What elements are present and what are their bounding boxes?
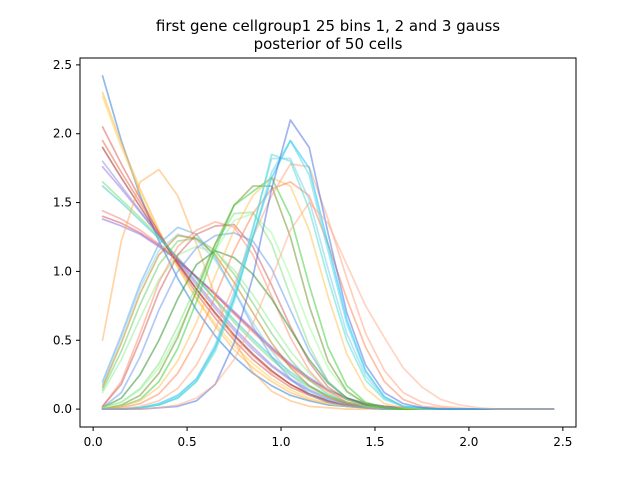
y-tick-label: 2.0 xyxy=(53,127,72,141)
x-tick-label: 0.5 xyxy=(178,435,197,449)
y-tick-label: 0.0 xyxy=(53,402,72,416)
x-tick-label: 1.5 xyxy=(365,435,384,449)
series-line-35 xyxy=(101,119,555,410)
x-tick-label: 1.0 xyxy=(271,435,290,449)
series-line-28 xyxy=(101,176,555,410)
y-axis: 0.0 0.5 1.0 1.5 2.0 2.5 xyxy=(53,58,80,416)
y-tick-label: 1.0 xyxy=(53,264,72,278)
series-line-23 xyxy=(101,249,555,410)
x-tick-label: 0.0 xyxy=(84,435,103,449)
x-axis: 0.0 0.5 1.0 1.5 2.0 2.5 xyxy=(84,427,572,449)
y-tick-label: 1.5 xyxy=(53,196,72,210)
x-tick-label: 2.0 xyxy=(459,435,478,449)
chart-title: first gene cellgroup1 25 bins 1, 2 and 3… xyxy=(156,17,500,35)
series-group xyxy=(101,75,555,410)
x-tick-label: 2.5 xyxy=(553,435,572,449)
series-line-14 xyxy=(101,168,555,410)
series-line-36 xyxy=(101,201,555,410)
y-tick-label: 0.5 xyxy=(53,333,72,347)
plot-area-frame xyxy=(79,57,577,428)
y-tick-label: 2.5 xyxy=(53,58,72,72)
chart-subtitle: posterior of 50 cells xyxy=(254,35,403,53)
